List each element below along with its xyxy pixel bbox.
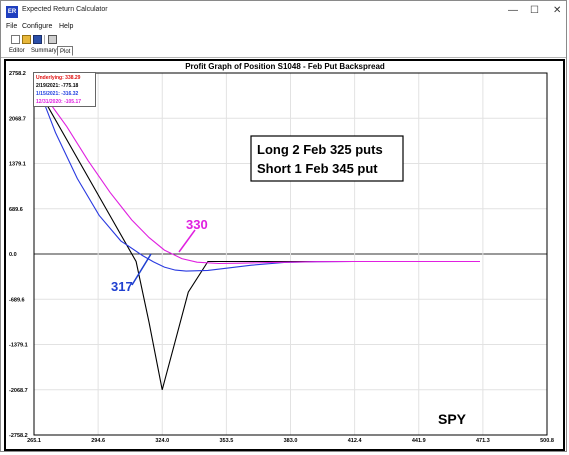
position-box xyxy=(250,135,404,182)
annotation-330: 330 xyxy=(186,217,208,232)
print-icon[interactable] xyxy=(48,35,57,44)
app-logo-icon: ER xyxy=(6,6,18,18)
chart-legend: Underlying: 338.29 2/19/2021: -775.18 1/… xyxy=(33,72,96,107)
window-title: Expected Return Calculator xyxy=(22,6,108,13)
maximize-button[interactable]: ☐ xyxy=(530,5,539,16)
x-tick-label: 265.1 xyxy=(27,438,41,444)
position-line-2: Short 1 Feb 345 put xyxy=(257,161,378,176)
y-tick-label: 0.0 xyxy=(9,252,17,258)
position-line-1: Long 2 Feb 325 puts xyxy=(257,142,383,157)
symbol-label: SPY xyxy=(438,411,467,427)
tab-summary[interactable]: Summary xyxy=(31,48,57,54)
chart-series xyxy=(39,89,480,390)
x-tick-label: 353.5 xyxy=(219,438,233,444)
toolbar-separator xyxy=(44,35,45,44)
x-tick-label: 441.9 xyxy=(412,438,426,444)
title-bar[interactable]: ER Expected Return Calculator — ☐ ✕ xyxy=(1,1,566,23)
tab-plot[interactable]: Plot xyxy=(57,46,74,56)
tab-editor[interactable]: Editor xyxy=(9,48,25,54)
plot-area xyxy=(33,72,548,436)
menu-bar: File Configure Help xyxy=(1,23,566,33)
x-tick-label: 383.0 xyxy=(284,438,298,444)
legend-underlying: Underlying: 338.29 xyxy=(36,75,81,81)
close-button[interactable]: ✕ xyxy=(553,5,562,16)
x-tick-label: 471.3 xyxy=(476,438,490,444)
tab-divider xyxy=(1,57,566,58)
new-icon[interactable] xyxy=(11,35,20,44)
expiry-2-19-2021-line xyxy=(39,92,480,390)
x-tick-label: 500.8 xyxy=(540,438,554,444)
y-tick-label: -2758.2 xyxy=(9,433,28,439)
menu-help[interactable]: Help xyxy=(59,23,74,30)
x-tick-label: 324.0 xyxy=(155,438,169,444)
legend-12-31-2020: 12/31/2020: -105.17 xyxy=(36,99,82,105)
date-1-15-2021-line xyxy=(39,93,480,272)
y-tick-label: 2068.7 xyxy=(9,116,26,122)
menu-configure[interactable]: Configure xyxy=(22,23,53,30)
y-tick-label: 2758.2 xyxy=(9,71,26,77)
minimize-button[interactable]: — xyxy=(508,5,518,16)
date-12-31-2020-line xyxy=(39,89,480,265)
y-tick-label: -2068.7 xyxy=(9,388,28,394)
annotation-317: 317 xyxy=(111,279,133,294)
y-tick-label: -689.6 xyxy=(9,297,25,303)
legend-1-15-2021: 1/15/2021: -316.32 xyxy=(36,91,79,97)
x-tick-label: 294.6 xyxy=(91,438,105,444)
pointer-330 xyxy=(178,229,196,253)
pointer-317 xyxy=(131,253,152,286)
x-tick-label: 412.4 xyxy=(348,438,363,444)
open-icon[interactable] xyxy=(22,35,31,44)
chart-annotations: 330 317 Long 2 Feb 325 puts Short 1 Feb 345… xyxy=(111,135,467,427)
plot-frame xyxy=(4,59,565,451)
menu-file[interactable]: File xyxy=(6,23,18,30)
legend-2-19-2021: 2/19/2021: -775.18 xyxy=(36,83,79,89)
chart-grid xyxy=(34,73,547,435)
chart-title: Profit Graph of Position S1048 - Feb Put… xyxy=(185,62,385,71)
save-icon[interactable] xyxy=(33,35,42,44)
y-tick-label: 689.6 xyxy=(9,207,23,213)
y-tick-label: -1379.1 xyxy=(9,343,28,349)
y-tick-label: 1379.1 xyxy=(9,162,26,168)
toolbar xyxy=(1,34,566,45)
chart-axes: 2758.2 2068.7 1379.1 689.6 0.0 -689.6 -1379.1 -… xyxy=(9,71,554,444)
